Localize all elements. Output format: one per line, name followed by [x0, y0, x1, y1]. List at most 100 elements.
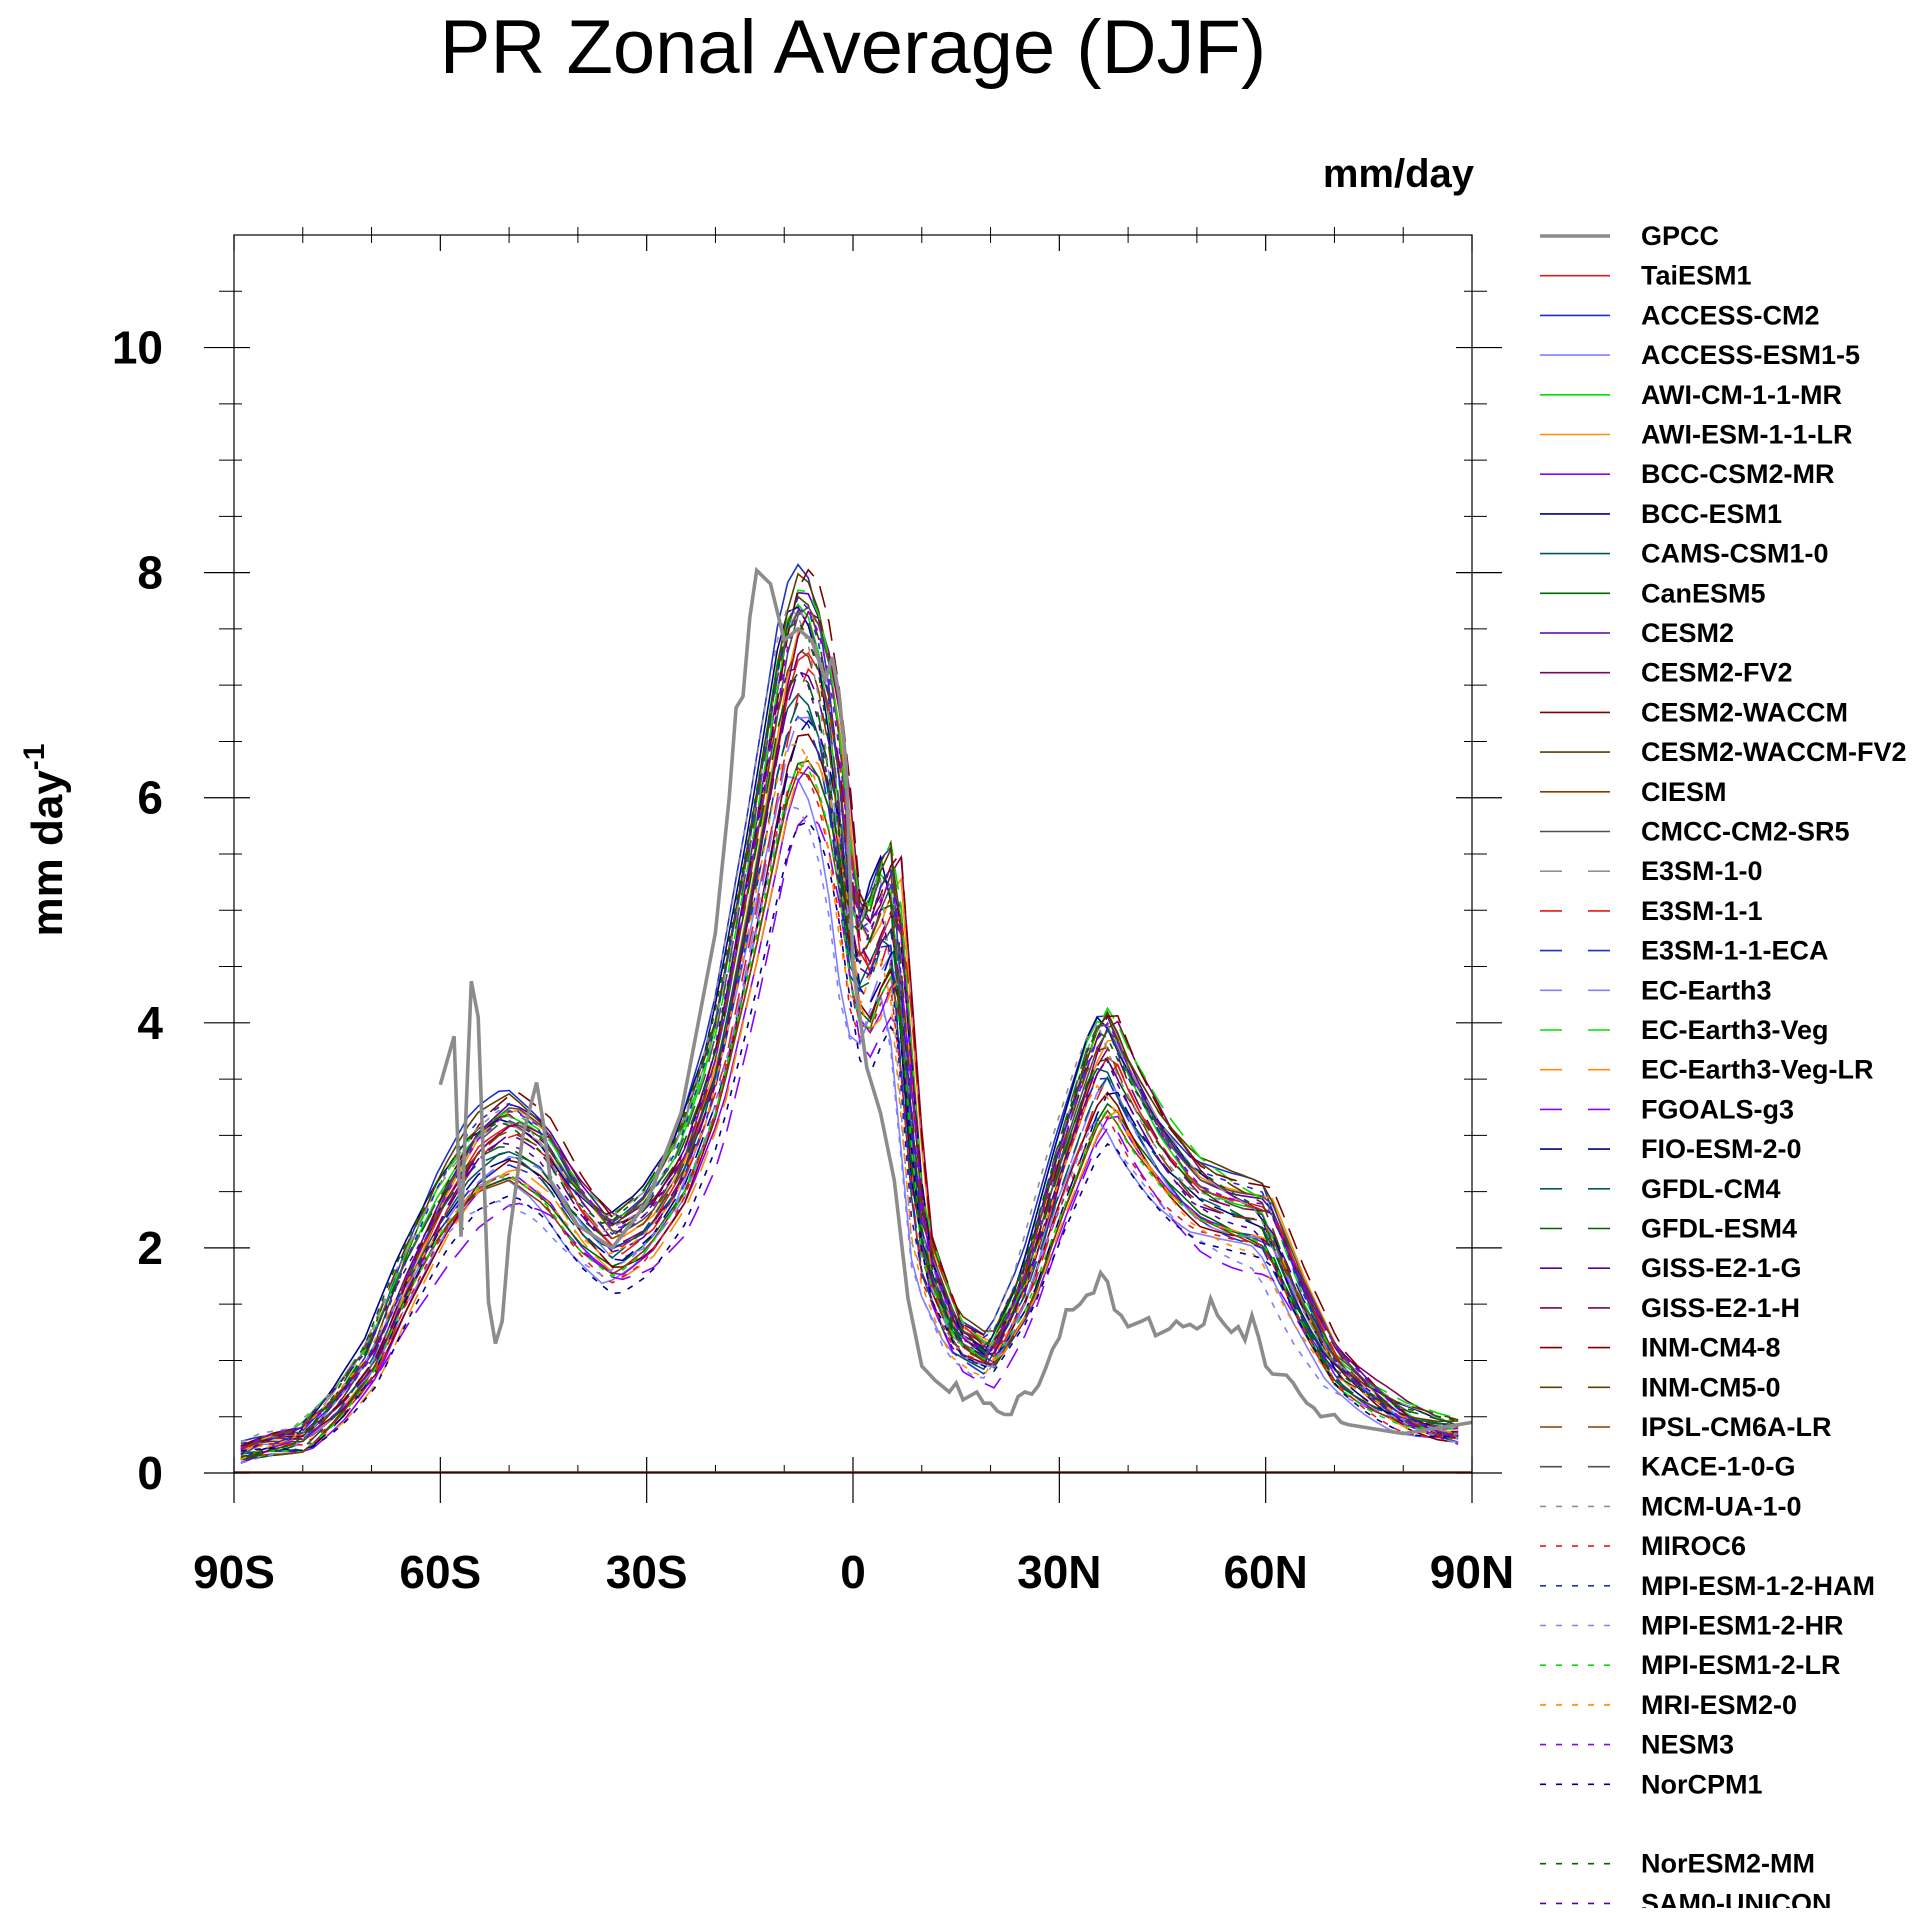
legend-label: NorCPM1 [1641, 1769, 1763, 1799]
legend-label: CESM2-WACCM-FV2 [1641, 737, 1907, 767]
legend-item: MIROC6 [1540, 1531, 1746, 1561]
legend-item: CMCC-CM2-SR5 [1540, 817, 1850, 847]
legend-label: AWI-CM-1-1-MR [1641, 380, 1842, 410]
series-line [240, 651, 1459, 1447]
legend-label: IPSL-CM6A-LR [1641, 1412, 1832, 1442]
legend-item: NorESM2-MM [1540, 1849, 1815, 1879]
y-tick-label: 2 [137, 1222, 163, 1274]
legend-label: FGOALS-g3 [1641, 1094, 1794, 1124]
series-lines [234, 563, 1473, 1473]
legend-item: BCC-CSM2-MR [1540, 459, 1834, 489]
legend-item: MPI-ESM1-2-LR [1540, 1650, 1841, 1680]
series-line [240, 611, 1459, 1447]
legend-label: GFDL-CM4 [1641, 1174, 1780, 1204]
legend-label: GISS-E2-1-G [1641, 1253, 1802, 1283]
legend-item: NorCPM1 [1540, 1769, 1763, 1799]
legend-label: NorESM2-MM [1641, 1849, 1815, 1879]
legend-label: MRI-ESM2-0 [1641, 1690, 1797, 1720]
legend-item: CanESM5 [1540, 578, 1766, 608]
series-line [240, 813, 1459, 1464]
legend-item: CESM2-WACCM-FV2 [1540, 737, 1907, 767]
y-tick-label: 0 [137, 1447, 163, 1499]
series-line [240, 804, 1459, 1464]
legend-item: ACCESS-CM2 [1540, 300, 1820, 330]
legend-label: MPI-ESM-1-2-HAM [1641, 1571, 1875, 1601]
legend-label: INM-CM4-8 [1641, 1333, 1781, 1363]
series-line [240, 595, 1459, 1460]
y-tick-label: 8 [137, 547, 163, 599]
x-tick-label: 90S [193, 1546, 275, 1598]
series-line [240, 820, 1459, 1452]
legend-label: SAM0-UNICON [1641, 1888, 1832, 1908]
series-line [240, 563, 1459, 1443]
y-tick-label: 10 [112, 322, 163, 374]
legend-label: BCC-CSM2-MR [1641, 459, 1834, 489]
x-tick-label: 60S [399, 1546, 481, 1598]
legend-label: EC-Earth3-Veg [1641, 1015, 1829, 1045]
legend-item: E3SM-1-1 [1540, 896, 1763, 926]
series-line [240, 762, 1459, 1454]
legend-item: MPI-ESM1-2-HR [1540, 1611, 1844, 1641]
legend-label: E3SM-1-0 [1641, 856, 1763, 886]
legend-label: MCM-UA-1-0 [1641, 1491, 1801, 1521]
series-line [240, 605, 1459, 1447]
units-label: mm/day [1323, 152, 1475, 196]
plot-frame [233, 234, 1473, 1474]
legend-label: CMCC-CM2-SR5 [1641, 817, 1850, 847]
series-line [240, 609, 1459, 1451]
legend-label: KACE-1-0-G [1641, 1452, 1796, 1482]
legend-label: ACCESS-CM2 [1641, 300, 1820, 330]
legend-label: GISS-E2-1-H [1641, 1293, 1800, 1323]
series-line [240, 716, 1459, 1454]
series-line [240, 596, 1459, 1445]
legend-item: EC-Earth3-Veg [1540, 1015, 1829, 1045]
legend-item: TaiESM1 [1540, 261, 1752, 291]
legend-item: CESM2-WACCM [1540, 697, 1848, 727]
legend-item: SAM0-UNICON [1540, 1888, 1832, 1913]
gpcc-reference-line [438, 566, 1473, 1436]
legend-label: FIO-ESM-2-0 [1641, 1134, 1802, 1164]
legend-label: MIROC6 [1641, 1531, 1746, 1561]
legend-item: BCC-ESM1 [1540, 499, 1782, 529]
series-line [240, 643, 1459, 1450]
legend-label: INM-CM5-0 [1641, 1372, 1781, 1402]
legend-item: AWI-CM-1-1-MR [1540, 380, 1842, 410]
legend-item: MRI-ESM2-0 [1540, 1690, 1797, 1720]
legend-label: EC-Earth3-Veg-LR [1641, 1055, 1874, 1085]
legend-item: CESM2-FV2 [1540, 658, 1793, 688]
y-axis-title-main: mm day [23, 770, 72, 937]
legend-label: BCC-ESM1 [1641, 499, 1782, 529]
legend-item: GFDL-ESM4 [1540, 1214, 1797, 1244]
legend-item: AWI-ESM-1-1-LR [1540, 420, 1853, 450]
y-axis-title-superscript: -1 [18, 744, 51, 771]
y-tick-label: 4 [137, 997, 163, 1049]
series-line [240, 568, 1459, 1448]
legend-label: CanESM5 [1641, 578, 1766, 608]
legend-item: FIO-ESM-2-0 [1540, 1134, 1802, 1164]
series-line [240, 701, 1459, 1455]
legend-item: INM-CM4-8 [1540, 1333, 1781, 1363]
legend-item: E3SM-1-1-ECA [1540, 936, 1829, 966]
legend-item: EC-Earth3-Veg-LR [1540, 1055, 1874, 1085]
legend-item: CAMS-CSM1-0 [1540, 539, 1829, 569]
legend-item: MCM-UA-1-0 [1540, 1491, 1801, 1521]
legend: GPCC TaiESM1 ACCESS-CM2 ACCESS-ESM1-5 AWI-CM… [1540, 221, 1907, 1913]
legend-label: E3SM-1-1-ECA [1641, 936, 1829, 966]
legend-label: CAMS-CSM1-0 [1641, 539, 1829, 569]
axis-ticks: 90S 60S 30S 0 30N 60N 90N 0 2 4 6 8 10 [112, 227, 1514, 1598]
x-tick-label: 0 [840, 1546, 866, 1598]
legend-item: KACE-1-0-G [1540, 1452, 1796, 1482]
legend-label: E3SM-1-1 [1641, 896, 1763, 926]
series-line [240, 667, 1459, 1455]
legend-item: INM-CM5-0 [1540, 1372, 1781, 1402]
legend-label: CESM2 [1641, 618, 1734, 648]
legend-item: GPCC [1540, 221, 1719, 251]
legend-label: MPI-ESM1-2-HR [1641, 1611, 1844, 1641]
series-line [240, 589, 1459, 1461]
legend-label: NESM3 [1641, 1730, 1734, 1760]
x-tick-label: 30N [1017, 1546, 1101, 1598]
x-tick-label: 60N [1223, 1546, 1307, 1598]
legend-item: CIESM [1540, 777, 1727, 807]
